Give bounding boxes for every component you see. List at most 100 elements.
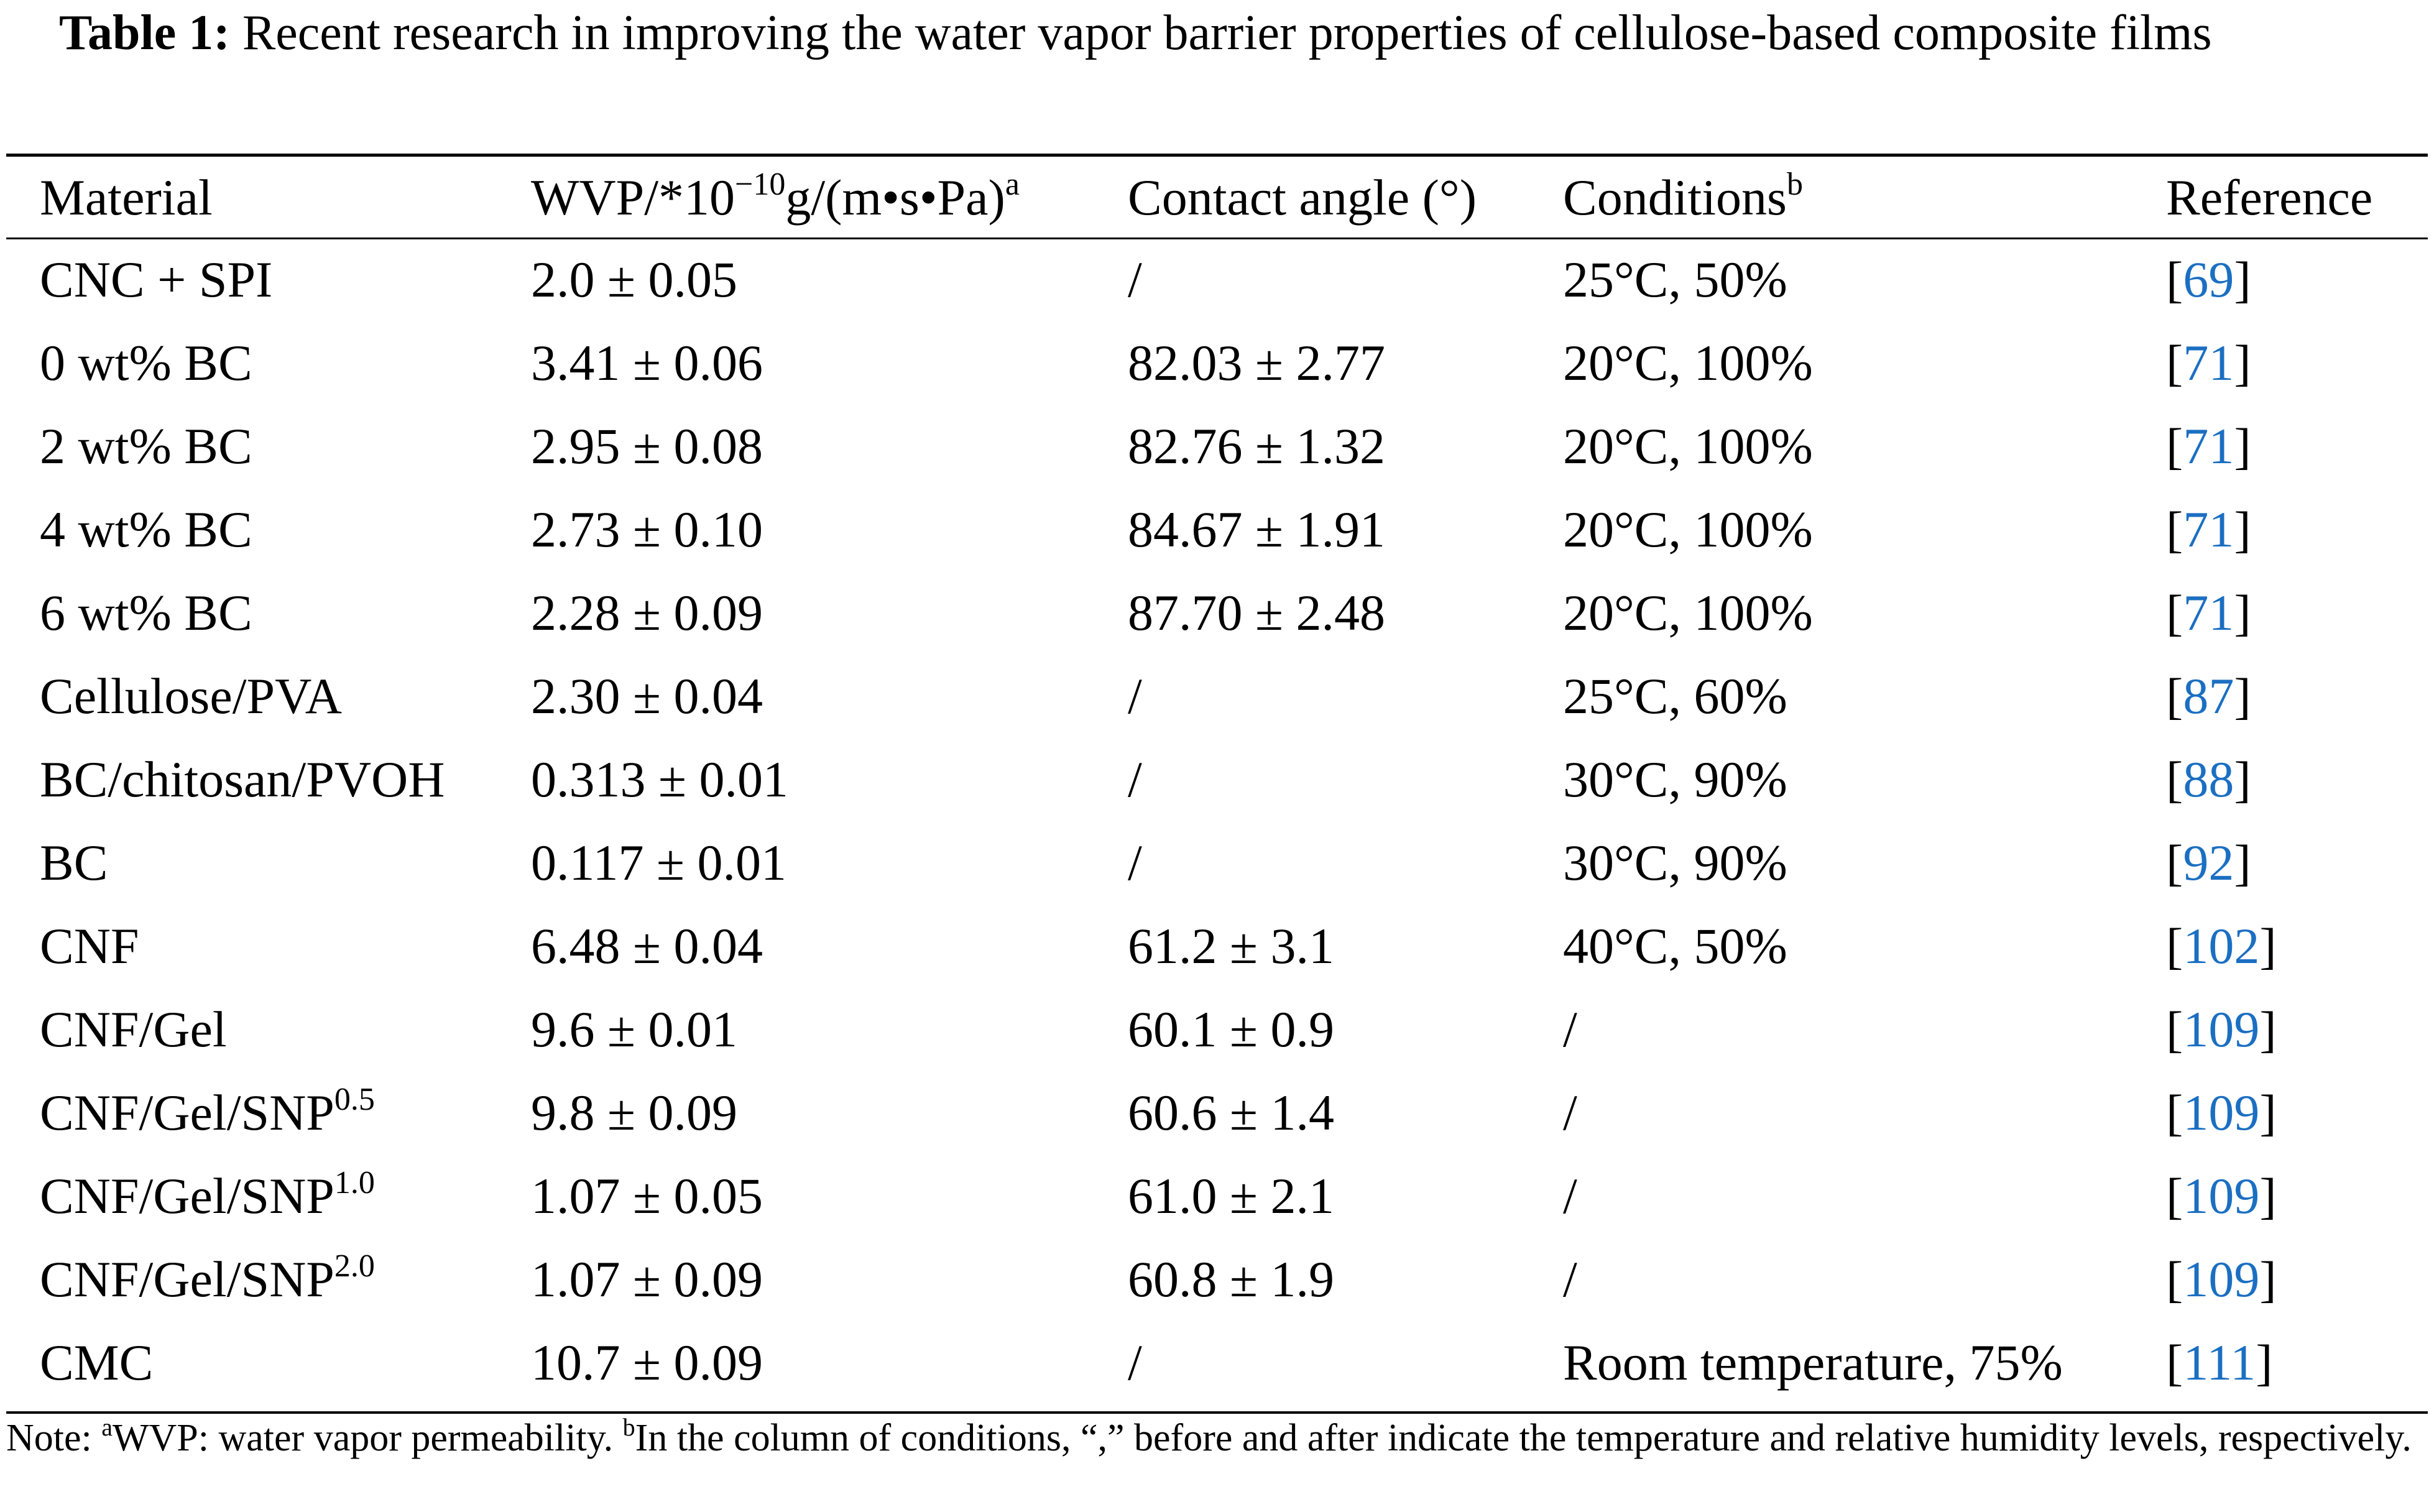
cell-material: 0 wt% BC [40, 334, 252, 391]
reference-link[interactable]: 92 [2183, 834, 2234, 891]
cell-reference: [71] [2166, 584, 2251, 641]
reference-link[interactable]: 71 [2183, 501, 2234, 558]
table-row: CMC 10.7 ± 0.09 / Room temperature, 75% [111… [6, 1321, 2428, 1404]
cell-material: 2 wt% BC [40, 418, 252, 474]
cell-contact-angle: 60.1 ± 0.9 [1128, 1001, 1335, 1058]
cell-conditions: 20°C, 100% [1563, 501, 1813, 558]
table-row: 6 wt% BC 2.28 ± 0.09 87.70 ± 2.48 20°C, 100… [6, 571, 2428, 655]
reference-link[interactable]: 109 [2183, 1168, 2260, 1224]
table-row: CNC + SPI 2.0 ± 0.05 / 25°C, 50% [69] [6, 238, 2428, 321]
cell-conditions: 30°C, 90% [1563, 751, 1787, 808]
table-note: Note: aWVP: water vapor permeability. bI… [6, 1413, 2412, 1460]
cell-reference: [109] [2166, 1084, 2277, 1141]
cell-conditions: 40°C, 50% [1563, 918, 1787, 974]
reference-link[interactable]: 109 [2183, 1251, 2260, 1307]
cell-material: CNF/Gel/SNP2.0 [40, 1248, 375, 1308]
cell-material: CNF/Gel/SNP0.5 [40, 1082, 375, 1141]
cell-wvp: 0.117 ± 0.01 [531, 834, 786, 891]
cell-reference: [111] [2166, 1334, 2273, 1391]
table-caption: Table 1: Recent research in improving th… [59, 0, 2422, 66]
cell-conditions: / [1563, 1001, 1577, 1058]
cell-wvp: 6.48 ± 0.04 [531, 918, 763, 974]
cell-wvp: 9.6 ± 0.01 [531, 1001, 738, 1058]
cell-material: BC/chitosan/PVOH [40, 751, 445, 808]
cell-reference: [71] [2166, 418, 2251, 474]
cell-wvp: 1.07 ± 0.05 [531, 1168, 763, 1224]
cell-contact-angle: / [1128, 751, 1142, 808]
reference-link[interactable]: 71 [2183, 584, 2234, 641]
cell-reference: [109] [2166, 1001, 2277, 1058]
cell-reference: [88] [2166, 751, 2251, 808]
cell-material: 6 wt% BC [40, 584, 252, 641]
cell-reference: [109] [2166, 1168, 2277, 1224]
reference-link[interactable]: 102 [2183, 918, 2260, 974]
cell-reference: [92] [2166, 834, 2251, 891]
header-conditions: Conditionsb [1563, 167, 1803, 226]
cell-conditions: / [1563, 1168, 1577, 1224]
data-table: Material WVP/*10−10g/(m•s•Pa)a Contact a… [6, 157, 2428, 1404]
bottom-rule [6, 1411, 2428, 1414]
cell-conditions: / [1563, 1251, 1577, 1307]
cell-wvp: 2.0 ± 0.05 [531, 251, 738, 308]
table-row: 2 wt% BC 2.95 ± 0.08 82.76 ± 1.32 20°C, 100… [6, 405, 2428, 488]
table-body: CNC + SPI 2.0 ± 0.05 / 25°C, 50% [69] 0 wt% B… [6, 238, 2428, 1404]
reference-link[interactable]: 71 [2183, 418, 2234, 474]
cell-contact-angle: 87.70 ± 2.48 [1128, 584, 1386, 641]
cell-reference: [71] [2166, 501, 2251, 558]
cell-wvp: 0.313 ± 0.01 [531, 751, 789, 808]
cell-contact-angle: 60.6 ± 1.4 [1128, 1084, 1335, 1141]
cell-conditions: 25°C, 50% [1563, 251, 1787, 308]
table-title: Recent research in improving the water v… [242, 6, 2212, 60]
cell-material: CNC + SPI [40, 251, 273, 308]
table-row: CNF 6.48 ± 0.04 61.2 ± 3.1 40°C, 50% [102] [6, 905, 2428, 988]
table-row: 4 wt% BC 2.73 ± 0.10 84.67 ± 1.91 20°C, 100… [6, 488, 2428, 571]
reference-link[interactable]: 87 [2183, 668, 2234, 724]
table-row: CNF/Gel/SNP2.0 1.07 ± 0.09 60.8 ± 1.9 / [109… [6, 1238, 2428, 1321]
table-row: CNF/Gel 9.6 ± 0.01 60.1 ± 0.9 / [109] [6, 988, 2428, 1071]
reference-link[interactable]: 109 [2183, 1084, 2260, 1141]
cell-material: CNF/Gel [40, 1001, 227, 1058]
header-material: Material [40, 169, 213, 226]
top-rule [6, 154, 2428, 157]
table-row: CNF/Gel/SNP1.0 1.07 ± 0.05 61.0 ± 2.1 / [109… [6, 1155, 2428, 1238]
cell-wvp: 1.07 ± 0.09 [531, 1251, 763, 1307]
reference-link[interactable]: 109 [2183, 1001, 2260, 1058]
header-wvp: WVP/*10−10g/(m•s•Pa)a [531, 167, 1020, 226]
cell-conditions: 25°C, 60% [1563, 668, 1787, 724]
cell-material: CNF/Gel/SNP1.0 [40, 1165, 375, 1225]
cell-wvp: 10.7 ± 0.09 [531, 1334, 763, 1391]
cell-conditions: 20°C, 100% [1563, 418, 1813, 474]
cell-wvp: 2.95 ± 0.08 [531, 418, 763, 474]
cell-reference: [109] [2166, 1251, 2277, 1307]
cell-contact-angle: / [1128, 1334, 1142, 1391]
reference-link[interactable]: 111 [2183, 1334, 2256, 1391]
cell-conditions: 20°C, 100% [1563, 584, 1813, 641]
table-row: BC 0.117 ± 0.01 / 30°C, 90% [92] [6, 821, 2428, 905]
cell-reference: [69] [2166, 251, 2251, 308]
cell-contact-angle: 61.2 ± 3.1 [1128, 918, 1335, 974]
cell-material: Cellulose/PVA [40, 668, 342, 724]
cell-material: CMC [40, 1334, 154, 1391]
cell-material: BC [40, 834, 108, 891]
cell-contact-angle: 61.0 ± 2.1 [1128, 1168, 1335, 1224]
cell-conditions: / [1563, 1084, 1577, 1141]
cell-contact-angle: 82.76 ± 1.32 [1128, 418, 1386, 474]
reference-link[interactable]: 71 [2183, 334, 2234, 391]
cell-reference: [87] [2166, 668, 2251, 724]
cell-conditions: Room temperature, 75% [1563, 1334, 2063, 1391]
cell-conditions: 30°C, 90% [1563, 834, 1787, 891]
cell-wvp: 2.30 ± 0.04 [531, 668, 763, 724]
cell-contact-angle: / [1128, 668, 1142, 724]
cell-contact-angle: 84.67 ± 1.91 [1128, 501, 1386, 558]
cell-wvp: 9.8 ± 0.09 [531, 1084, 738, 1141]
reference-link[interactable]: 69 [2183, 251, 2234, 308]
cell-wvp: 2.73 ± 0.10 [531, 501, 763, 558]
cell-reference: [102] [2166, 918, 2277, 974]
reference-link[interactable]: 88 [2183, 751, 2234, 808]
table-row: BC/chitosan/PVOH 0.313 ± 0.01 / 30°C, 90% [8… [6, 738, 2428, 821]
cell-wvp: 2.28 ± 0.09 [531, 584, 763, 641]
cell-conditions: 20°C, 100% [1563, 334, 1813, 391]
cell-contact-angle: / [1128, 251, 1142, 308]
table-row: CNF/Gel/SNP0.5 9.8 ± 0.09 60.6 ± 1.4 / [109] [6, 1071, 2428, 1155]
cell-contact-angle: 82.03 ± 2.77 [1128, 334, 1386, 391]
